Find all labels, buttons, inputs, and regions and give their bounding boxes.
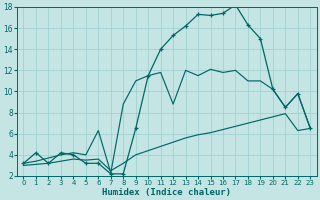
X-axis label: Humidex (Indice chaleur): Humidex (Indice chaleur) bbox=[102, 188, 231, 197]
